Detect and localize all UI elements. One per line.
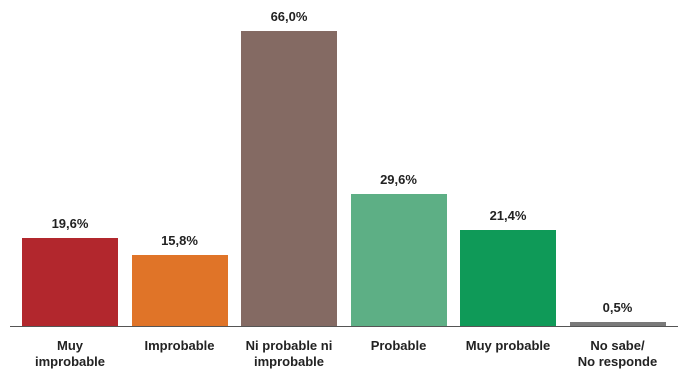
baseline xyxy=(10,326,678,327)
value-label: 29,6% xyxy=(380,171,417,187)
x-tick-label: Probable xyxy=(370,338,427,353)
x-tick-label: Ni probable ni improbable xyxy=(245,338,333,369)
bar xyxy=(460,230,556,326)
value-label: 19,6% xyxy=(51,216,89,232)
bar xyxy=(22,238,118,326)
x-tick-label: Muy improbable xyxy=(34,338,106,369)
value-label: 15,8% xyxy=(161,233,198,249)
bar xyxy=(241,31,337,326)
x-tick-label: No sabe/ No responde xyxy=(577,338,658,369)
bar xyxy=(350,193,447,326)
value-label: 66,0% xyxy=(270,9,308,24)
x-tick-label: Improbable xyxy=(144,338,215,353)
value-label: 21,4% xyxy=(489,208,527,224)
value-label: 0,5% xyxy=(602,300,633,315)
bar xyxy=(569,322,666,326)
bar xyxy=(131,255,228,326)
x-tick-label: Muy probable xyxy=(465,338,551,353)
